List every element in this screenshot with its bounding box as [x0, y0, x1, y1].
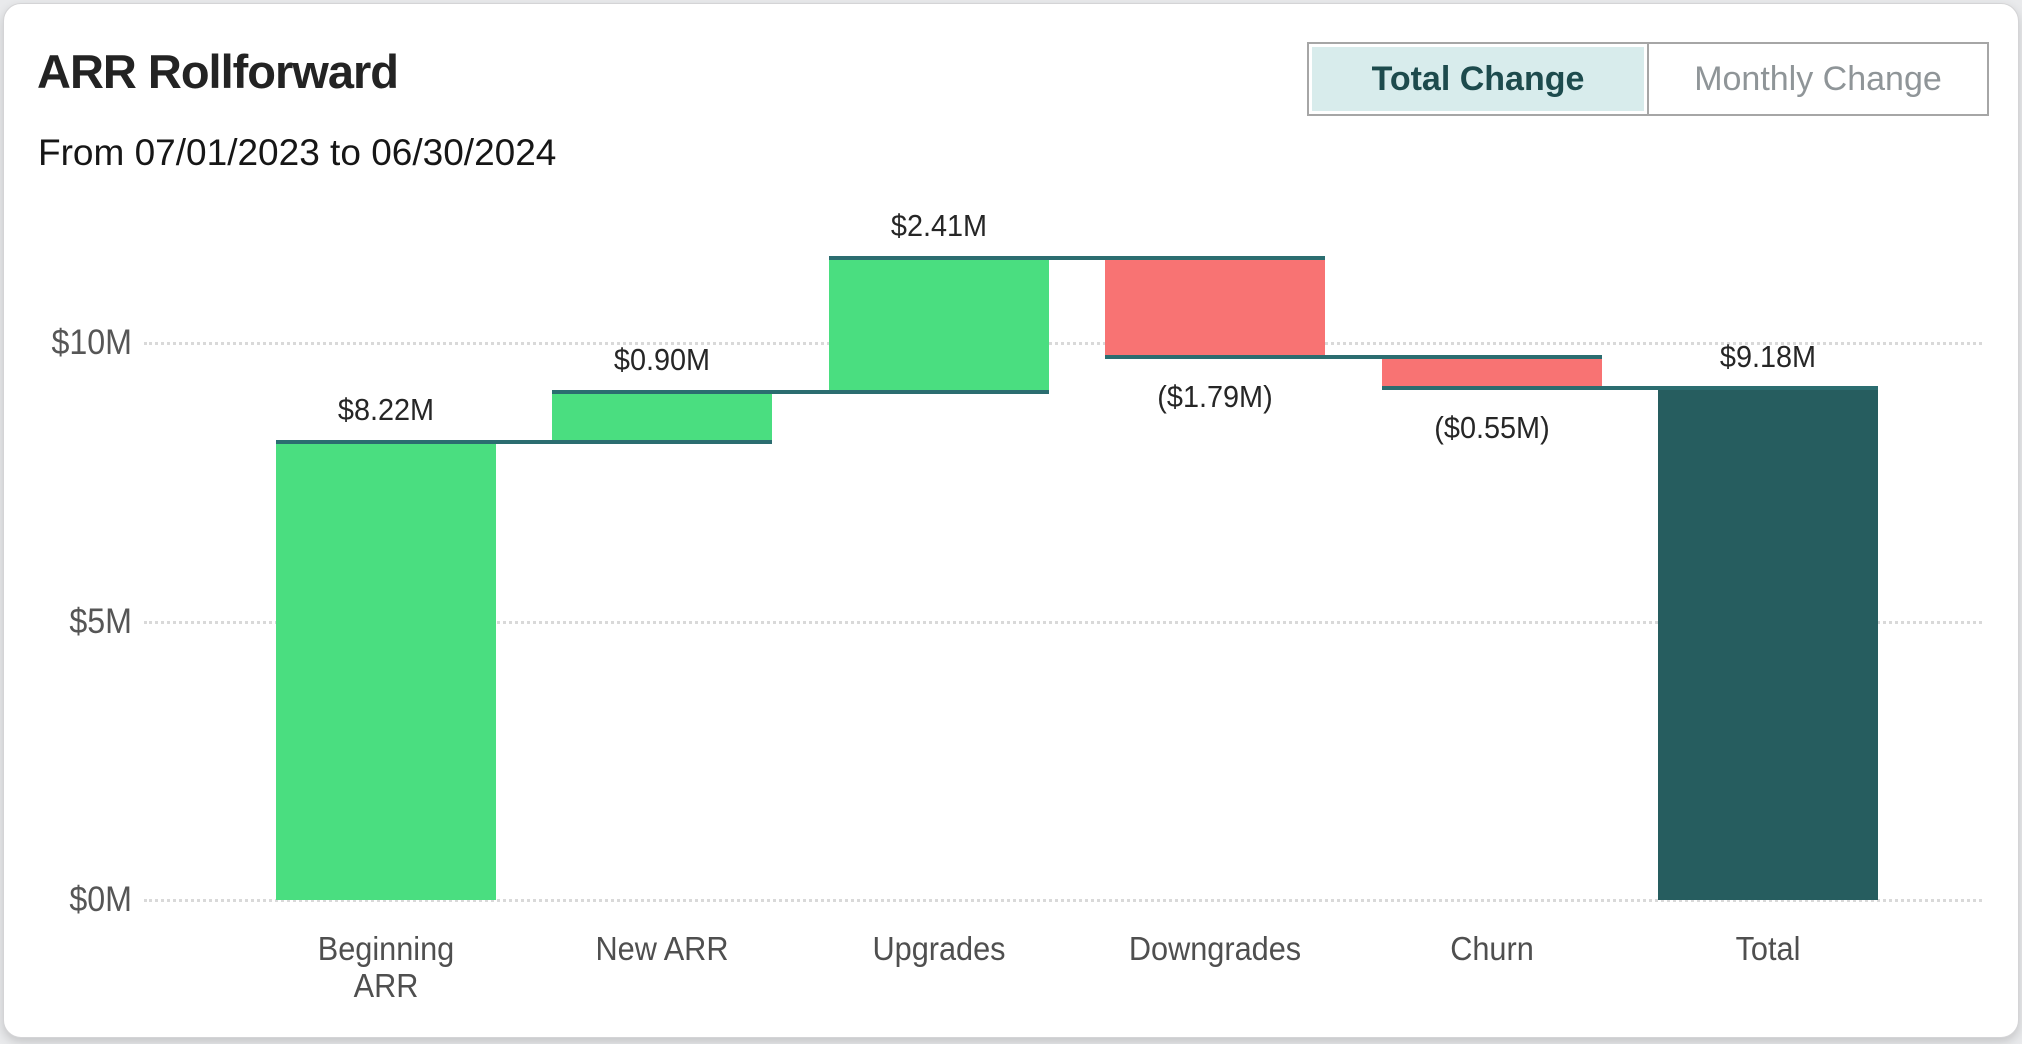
- x-axis-label-new-arr: New ARR: [595, 930, 729, 967]
- x-axis-label-downgrades: Downgrades: [1128, 930, 1302, 967]
- toggle-monthly-change[interactable]: Monthly Change: [1652, 47, 1984, 111]
- waterfall-bar-beginning-arr[interactable]: [276, 442, 496, 900]
- bar-value-label-downgrades: ($1.79M): [1157, 379, 1273, 415]
- change-view-toggle: Total Change Monthly Change: [1307, 42, 1989, 116]
- waterfall-bar-downgrades[interactable]: [1105, 257, 1325, 358]
- bar-value-label-new-arr: $0.90M: [613, 342, 711, 378]
- connector-line-upgrades: [829, 255, 1325, 260]
- connector-line-downgrades: [1105, 355, 1602, 360]
- y-axis-tick--5m: $5M: [69, 601, 132, 641]
- connector-line-churn: [1382, 386, 1878, 391]
- toggle-total-change[interactable]: Total Change: [1312, 47, 1644, 111]
- waterfall-bar-churn[interactable]: [1382, 357, 1602, 389]
- bar-value-label-churn: ($0.55M): [1434, 410, 1550, 446]
- bar-value-label-beginning-arr: $8.22M: [337, 392, 435, 428]
- bar-value-label-total: $9.18M: [1719, 338, 1817, 374]
- waterfall-chart: $0M $5M $10M $8.22M $0.90M $2.41M ($1.79M) ($0.…: [4, 4, 2020, 1039]
- x-axis-label-churn: Churn: [1450, 930, 1534, 967]
- connector-line-beginning-arr: [276, 440, 772, 445]
- x-axis-label-upgrades: Upgrades: [872, 930, 1006, 967]
- waterfall-bar-upgrades[interactable]: [829, 257, 1049, 392]
- x-axis-label-beginning-arr: Beginning ARR: [317, 930, 455, 1004]
- waterfall-bar-new-arr[interactable]: [552, 392, 772, 443]
- gridline--5m: [144, 620, 1982, 624]
- page-title: ARR Rollforward: [37, 45, 399, 98]
- x-axis-label-total: Total: [1735, 930, 1801, 967]
- y-axis-tick--0m: $0M: [69, 880, 132, 919]
- bar-value-label-upgrades: $2.41M: [890, 207, 988, 243]
- connector-line-new-arr: [552, 390, 1049, 395]
- toggle-divider: [1647, 44, 1649, 114]
- gridline--10m: [144, 342, 1982, 345]
- y-axis-tick--10m: $10M: [51, 323, 132, 362]
- date-range-subtitle: From 07/01/2023 to 06/30/2024: [38, 132, 557, 173]
- arr-rollforward-card: ARR Rollforward From 07/01/2023 to 06/30…: [3, 3, 2019, 1038]
- gridline--0m: [144, 899, 1982, 902]
- waterfall-bar-total[interactable]: [1658, 388, 1878, 900]
